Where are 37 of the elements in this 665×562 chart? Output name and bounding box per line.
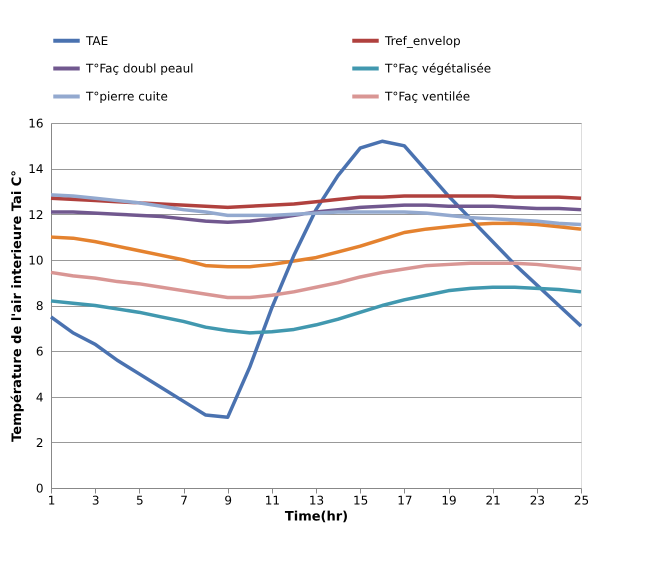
y-tick-label: 6 <box>36 344 44 359</box>
y-tick-label: 14 <box>28 162 44 176</box>
legend-label: Tref_envelop <box>384 34 461 48</box>
y-tick-label: 4 <box>36 390 44 404</box>
line-series <box>49 140 583 420</box>
y-tick-label: 2 <box>36 436 44 450</box>
line-series <box>49 222 583 268</box>
y-tick-label: 0 <box>36 482 44 496</box>
legend-label: TAE <box>85 34 108 48</box>
legend-label: T°pierre cuite <box>85 90 168 104</box>
line-series <box>49 193 583 226</box>
y-tick-label: 8 <box>36 299 44 313</box>
y-tick-label: 10 <box>28 253 44 268</box>
x-axis-title: Time(hr) <box>284 510 348 524</box>
y-axis-title: Température de l'air interieure Tai C° <box>10 170 26 442</box>
legend-label: T°Faç ventilée <box>384 90 470 104</box>
y-tick-label: 12 <box>28 208 44 222</box>
line-series <box>49 262 583 300</box>
x-tick-label: 17 <box>397 494 412 508</box>
legend-label: T°Faç végétalisée <box>384 62 492 76</box>
line-series <box>49 286 583 335</box>
legend-label: T°Faç doubl peaul <box>85 62 194 76</box>
x-tick-label: 23 <box>530 494 545 508</box>
x-tick-label: 19 <box>441 494 457 508</box>
x-tick-label: 5 <box>136 494 144 508</box>
x-tick-label: 11 <box>264 494 280 508</box>
line-series <box>49 194 583 210</box>
x-tick-label: 15 <box>353 494 368 508</box>
x-tick-label: 3 <box>92 494 100 508</box>
x-tick-label: 25 <box>574 494 590 508</box>
y-tick-label: 16 <box>28 116 44 130</box>
x-tick-label: 13 <box>308 494 324 508</box>
line-series <box>49 203 583 224</box>
x-tick-label: 9 <box>224 494 232 508</box>
x-tick-label: 21 <box>486 494 501 508</box>
x-tick-label: 7 <box>180 494 188 508</box>
x-tick-label: 1 <box>48 494 56 508</box>
